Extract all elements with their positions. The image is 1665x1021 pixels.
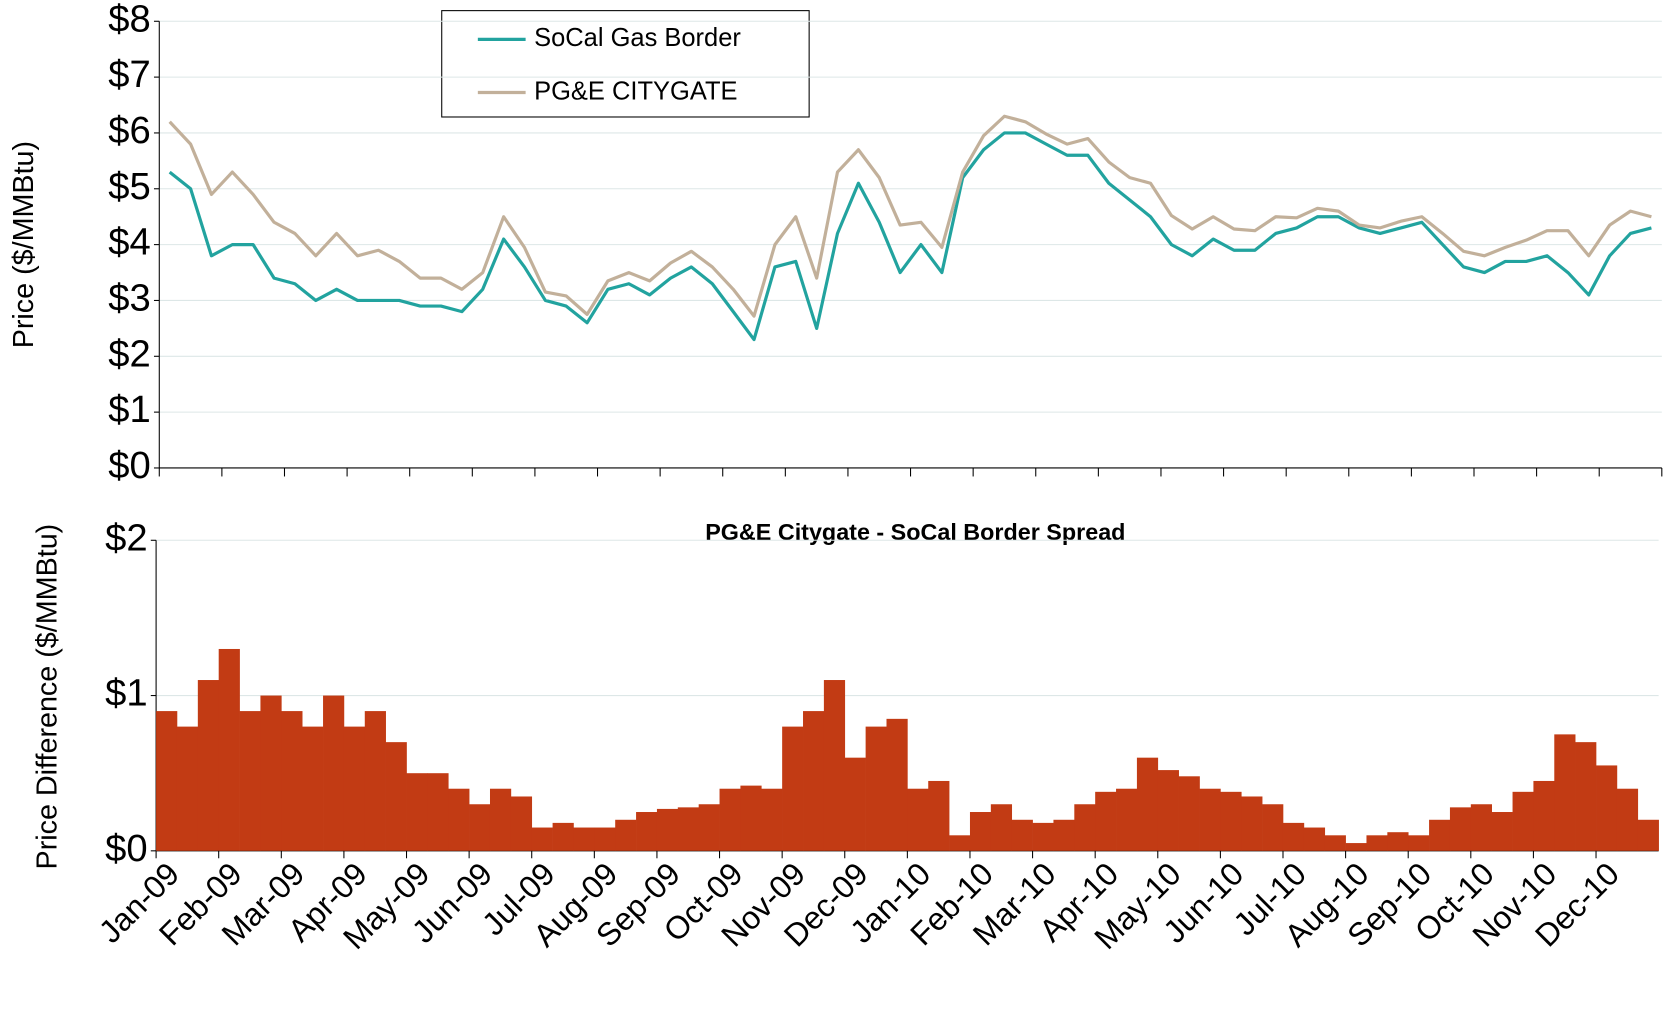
bar [677,807,699,851]
bar [427,773,449,851]
bar [1136,757,1159,851]
bar [1262,804,1284,851]
bar [1032,822,1054,851]
bar [865,726,887,851]
legend-label: SoCal Gas Border [534,24,741,52]
bar [1324,835,1346,851]
bar [698,804,720,851]
bar [594,827,616,851]
legend-box [441,10,810,118]
bar [1491,812,1513,851]
bar [1512,791,1534,851]
bar [907,788,929,851]
bar [1116,788,1138,851]
bar [1637,819,1659,851]
y-tick-label: $8 [108,0,151,40]
y-tick-label: $0 [105,827,148,870]
bar [1575,742,1597,851]
bar [1303,827,1326,851]
bar [302,726,324,851]
y-tick-label: $1 [108,388,151,431]
bar [656,808,679,851]
bar [343,726,366,851]
bar [844,757,866,851]
y-tick-label: $2 [105,516,148,559]
bar [281,711,303,851]
bar [448,788,470,851]
y-tick-label: $3 [108,277,151,320]
legend-label: PG&E CITYGATE [534,77,737,105]
bar [1095,791,1117,851]
bar [761,788,783,851]
bar [782,726,804,851]
bar [1616,788,1639,851]
bar [239,711,261,851]
bar [323,695,345,851]
y-tick-label: $4 [108,221,151,264]
bar [886,718,908,851]
bar [218,648,240,851]
bar [1178,776,1200,851]
line-series [168,131,1652,342]
line-series [168,114,1652,318]
bar [1387,832,1409,851]
bar [615,819,637,851]
y-axis-title: Price ($/MMBtu) [8,141,40,348]
bar [156,711,178,851]
bar [1011,819,1033,851]
bar [1449,807,1472,851]
bar [1345,843,1367,851]
bar [1199,788,1221,851]
bar [197,680,220,851]
bar [803,711,825,851]
bar [385,742,407,851]
bar [1429,819,1451,851]
bar [176,726,199,851]
bar [1074,804,1096,851]
bar [1366,835,1388,851]
chart-title: PG&E Citygate - SoCal Border Spread [705,519,1125,545]
bar [364,711,386,851]
bar [469,804,491,851]
bar [636,812,658,851]
bar [510,796,533,851]
bar [260,695,282,851]
bar [740,785,762,851]
bar [552,822,574,851]
bar [1282,822,1305,851]
bar [573,827,595,851]
y-tick-label: $5 [108,165,151,208]
bar [949,835,971,851]
bar [1533,780,1555,851]
bar [1241,796,1263,851]
bar [1053,819,1075,851]
y-tick-label: $6 [108,109,151,152]
bar [489,788,512,851]
y-tick-label: $1 [105,672,148,715]
bar [1470,804,1492,851]
bar [969,812,992,851]
bar [406,773,428,851]
y-tick-label: $7 [108,53,151,96]
y-tick-label: $0 [108,444,151,487]
bar [1220,791,1242,851]
bar [1157,770,1179,851]
bar [1596,765,1618,851]
y-tick-label: $2 [108,332,151,375]
bar [823,680,846,851]
bar [990,804,1013,851]
bar [928,780,950,851]
y-axis-title: Price Difference ($/MMBtu) [31,524,63,870]
bar [1554,734,1576,851]
bar [531,827,553,851]
bar [1408,835,1430,851]
bar [719,788,741,851]
